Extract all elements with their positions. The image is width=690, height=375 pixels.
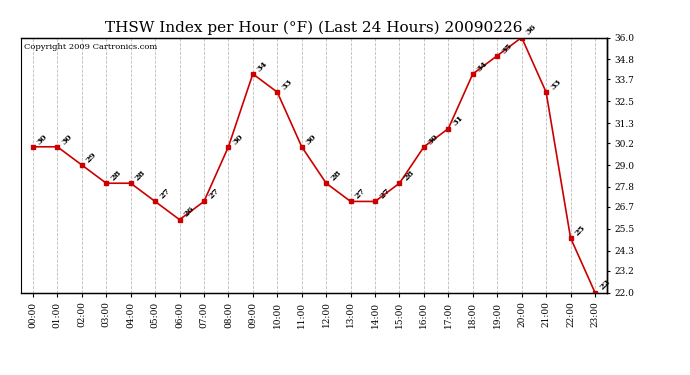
Text: 31: 31	[451, 114, 465, 128]
Text: 27: 27	[207, 187, 221, 201]
Text: 30: 30	[60, 132, 74, 146]
Text: 28: 28	[133, 168, 148, 182]
Text: 33: 33	[549, 78, 562, 92]
Text: 28: 28	[329, 168, 343, 182]
Text: 34: 34	[255, 59, 270, 73]
Text: 22: 22	[598, 278, 611, 292]
Text: 27: 27	[353, 187, 367, 201]
Title: THSW Index per Hour (°F) (Last 24 Hours) 20090226: THSW Index per Hour (°F) (Last 24 Hours)…	[105, 21, 523, 35]
Text: 34: 34	[475, 59, 489, 73]
Text: 30: 30	[36, 132, 50, 146]
Text: 28: 28	[109, 168, 123, 182]
Text: 35: 35	[500, 41, 514, 55]
Text: 28: 28	[402, 168, 416, 182]
Text: 25: 25	[573, 223, 587, 237]
Text: 29: 29	[85, 150, 99, 164]
Text: 26: 26	[182, 205, 196, 219]
Text: 30: 30	[304, 132, 318, 146]
Text: 27: 27	[158, 187, 172, 201]
Text: Copyright 2009 Cartronics.com: Copyright 2009 Cartronics.com	[23, 43, 157, 51]
Text: 36: 36	[524, 23, 538, 37]
Text: 30: 30	[231, 132, 245, 146]
Text: 33: 33	[280, 78, 294, 92]
Text: 27: 27	[378, 187, 392, 201]
Text: 30: 30	[426, 132, 440, 146]
